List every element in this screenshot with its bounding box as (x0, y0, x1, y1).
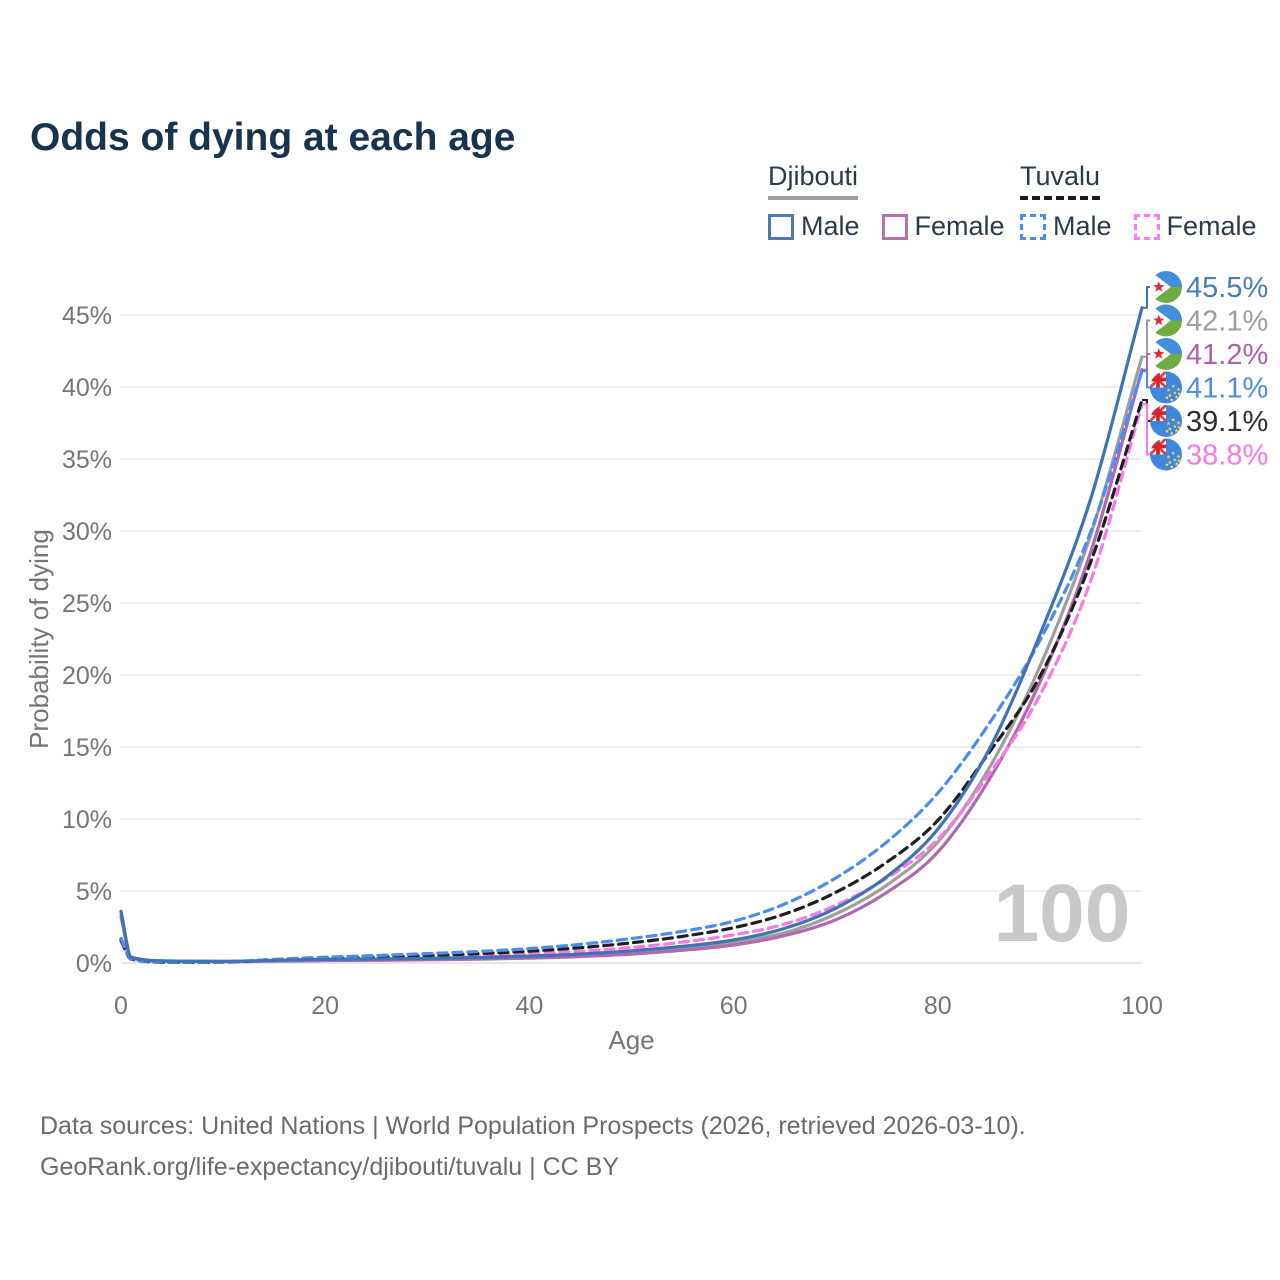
star-shape (1172, 457, 1177, 462)
y-tick-label: 25% (62, 590, 112, 618)
tuvalu-male-swatch (1020, 213, 1046, 240)
x-tick-label: 20 (311, 992, 339, 1020)
tuvalu-flag-icon (1150, 405, 1182, 437)
star-shape (1167, 393, 1172, 398)
y-tick-label: 40% (62, 374, 112, 402)
star-shape (1153, 281, 1165, 292)
star-shape (1177, 425, 1182, 430)
djibouti-flag-icon (1150, 304, 1182, 337)
star-shape (1169, 464, 1174, 469)
star-shape (1165, 462, 1169, 467)
star-shape (1169, 397, 1174, 402)
label-leader-tuvalu-female (1142, 403, 1151, 456)
y-tick-label: 5% (76, 878, 112, 906)
label-leader-tuvalu-male (1142, 370, 1151, 389)
star-shape (1166, 455, 1171, 459)
legend-item-djibouti-female[interactable]: Female (881, 211, 1005, 242)
x-tick-label: 80 (924, 992, 952, 1020)
star-shape (1174, 395, 1179, 399)
x-tick-label: 100 (1121, 992, 1163, 1020)
series-line-djibouti-male[interactable] (119, 306, 1144, 963)
x-tick-label: 60 (720, 992, 748, 1020)
y-tick-label: 10% (62, 806, 112, 834)
star-shape (1153, 348, 1165, 359)
star-shape (1172, 390, 1177, 395)
label-leader-djibouti-total (1142, 319, 1151, 358)
series-line-tuvalu-male[interactable] (119, 369, 1144, 964)
star-shape (1165, 395, 1169, 400)
data-source-line2[interactable]: GeoRank.org/life-expectancy/djibouti/tuv… (40, 1153, 620, 1181)
end-value-label-djibouti-total[interactable]: 42.1% (1186, 306, 1268, 338)
star-shape (1177, 458, 1182, 463)
series-line-djibouti-total[interactable] (119, 355, 1144, 964)
star-shape (1176, 454, 1181, 459)
star-shape (1177, 391, 1182, 396)
y-tick-label: 0% (76, 950, 112, 978)
y-tick-label: 45% (62, 302, 112, 330)
legend-country-tuvalu[interactable]: Tuvalu (1020, 161, 1101, 200)
data-source-line1: Data sources: United Nations | World Pop… (40, 1112, 1026, 1140)
end-value-label-tuvalu-total[interactable]: 39.1% (1186, 406, 1268, 438)
end-value-label-tuvalu-male[interactable]: 41.1% (1186, 373, 1268, 405)
series-line-tuvalu-total[interactable] (119, 398, 1144, 964)
star-shape (1171, 417, 1176, 422)
y-tick-label: 15% (62, 734, 112, 762)
end-value-label-djibouti-female[interactable]: 41.2% (1186, 339, 1268, 371)
star-shape (1176, 387, 1181, 392)
legend-item-djibouti-male[interactable]: Male (768, 211, 860, 242)
series-line-tuvalu-female[interactable] (119, 402, 1144, 964)
tuvalu-flag-icon (1150, 371, 1182, 404)
legend-item-tuvalu-male[interactable]: Male (1020, 211, 1112, 242)
djibouti-flag-icon (1150, 271, 1182, 303)
legend-group-djibouti: Djibouti Male Female (768, 161, 1027, 242)
star-shape (1166, 388, 1171, 392)
tuvalu-flag-icon (1150, 438, 1182, 471)
star-shape (1153, 314, 1165, 326)
age-watermark: 100 (994, 868, 1131, 959)
legend-item-tuvalu-female[interactable]: Female (1133, 211, 1257, 242)
legend-item-label: Male (801, 211, 860, 241)
star-shape (1171, 384, 1176, 388)
mortality-line-chart: 0% 5% 10% 15% 20% 25% 30% 35% 40% 45% 0 20 40 60 80 100… (24, 271, 1268, 1055)
star-shape (1167, 460, 1172, 465)
y-tick-label: 35% (62, 446, 112, 474)
data-source-note: Data sources: United Nations | World Pop… (40, 1106, 1026, 1188)
legend-item-label: Female (1166, 211, 1257, 241)
star-shape (1172, 424, 1177, 429)
djibouti-flag-icon (1150, 338, 1182, 370)
label-leader-djibouti-female (1142, 353, 1151, 371)
legend-country-djibouti[interactable]: Djibouti (768, 161, 859, 200)
x-tick-label: 40 (515, 992, 543, 1020)
end-value-label-tuvalu-female[interactable]: 38.8% (1186, 440, 1268, 472)
star-shape (1169, 431, 1174, 436)
x-tick-label: 0 (114, 992, 128, 1020)
legend-group-tuvalu: Tuvalu Male Female (1020, 161, 1279, 242)
djibouti-female-swatch (881, 213, 908, 240)
tuvalu-female-swatch (1133, 213, 1160, 240)
star-shape (1165, 429, 1169, 433)
star-shape (1174, 428, 1179, 433)
page-title: Odds of dying at each age (30, 116, 516, 160)
djibouti-male-swatch (768, 213, 794, 240)
legend-item-label: Female (914, 211, 1005, 241)
star-shape (1174, 462, 1179, 466)
label-leader-djibouti-male (1142, 286, 1151, 309)
x-axis-title: Age (608, 1025, 654, 1055)
star-shape (1167, 426, 1172, 431)
star-shape (1171, 451, 1176, 455)
y-tick-label: 20% (62, 662, 112, 690)
end-value-label-djibouti-male[interactable]: 45.5% (1186, 272, 1268, 304)
star-shape (1176, 420, 1181, 425)
legend-item-label: Male (1053, 211, 1112, 241)
y-tick-label: 30% (62, 518, 112, 546)
star-shape (1166, 421, 1171, 426)
y-axis-title: Probability of dying (24, 529, 54, 749)
